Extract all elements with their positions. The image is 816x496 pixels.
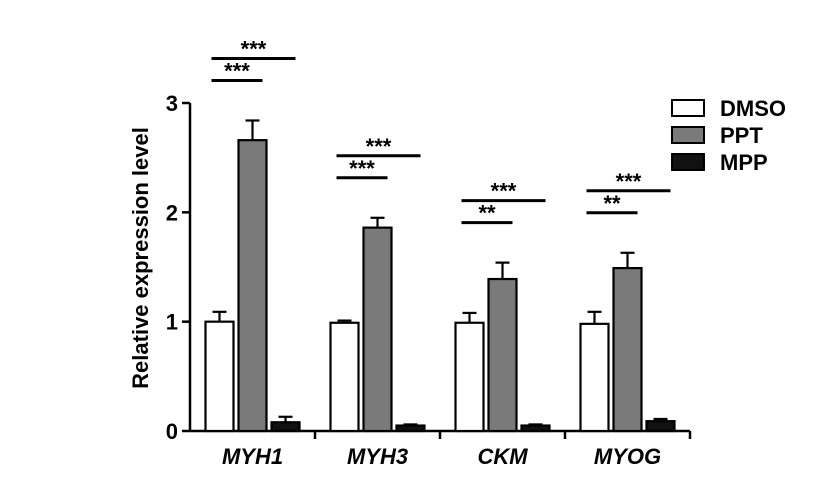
x-tick-label: MYH3 xyxy=(347,444,408,469)
bar xyxy=(237,139,268,433)
significance-brackets: ***************** ***** xyxy=(211,36,671,226)
x-tick-label: MYH1 xyxy=(222,444,283,469)
bar xyxy=(579,322,610,433)
legend-label: MPP xyxy=(720,150,768,175)
y-tick-label: 2 xyxy=(166,200,178,225)
error-bars xyxy=(212,119,668,426)
legend-swatch xyxy=(671,153,705,171)
bar xyxy=(362,226,393,433)
significance-label: *** xyxy=(349,156,375,181)
bar xyxy=(645,420,676,433)
significance-label: *** xyxy=(616,169,642,194)
significance-label: *** xyxy=(224,58,250,83)
significance-label: *** xyxy=(241,36,267,61)
legend-swatch xyxy=(671,126,705,144)
y-tick-label: 1 xyxy=(166,310,178,335)
significance-label: ** xyxy=(603,191,621,216)
x-axis: MYH1 MYH3 CKM MYOG xyxy=(190,429,692,469)
y-tick-label: 0 xyxy=(166,419,178,444)
bar xyxy=(612,266,643,433)
bar xyxy=(329,321,360,433)
bar xyxy=(395,424,426,433)
significance-label: *** xyxy=(366,134,392,159)
legend-swatch xyxy=(671,99,705,117)
bars xyxy=(204,139,676,433)
significance-label: *** xyxy=(491,179,517,204)
legend-label: DMSO xyxy=(720,96,786,121)
bar xyxy=(270,421,301,433)
bar xyxy=(520,424,551,433)
legend-label: PPT xyxy=(720,123,763,148)
bar xyxy=(204,320,235,433)
y-axis: 0 1 2 3 xyxy=(166,91,192,444)
y-tick-label: 3 xyxy=(166,91,178,116)
x-tick-label: MYOG xyxy=(594,444,661,469)
bar xyxy=(487,277,518,433)
y-axis-label: Relative expression level xyxy=(128,127,153,389)
x-tick-label: CKM xyxy=(477,444,528,469)
significance-label: ** xyxy=(478,201,496,226)
bar xyxy=(454,321,485,433)
